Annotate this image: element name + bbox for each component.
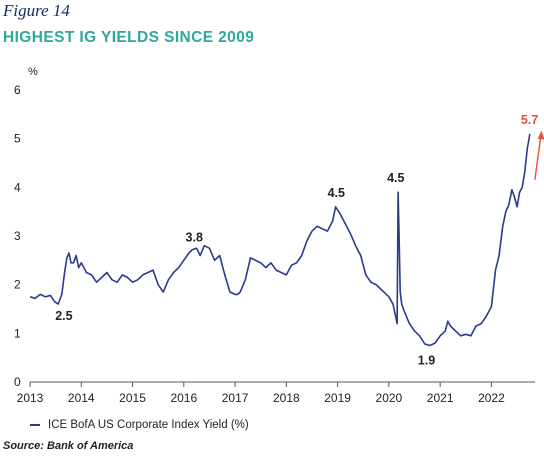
x-tick-label: 2014 bbox=[68, 391, 95, 405]
x-tick-label: 2015 bbox=[119, 391, 146, 405]
figure-label: Figure 14 bbox=[3, 1, 70, 20]
x-tick-label: 2020 bbox=[376, 391, 403, 405]
y-tick-label: 3 bbox=[14, 229, 21, 243]
series-group bbox=[29, 133, 531, 347]
x-tick-label: 2016 bbox=[170, 391, 197, 405]
y-tick-label: 4 bbox=[14, 180, 21, 194]
annotation-label: 2.5 bbox=[55, 309, 72, 323]
x-tick-label: 2018 bbox=[273, 391, 300, 405]
rising-arrow-shaft bbox=[534, 135, 542, 180]
chart-title: HIGHEST IG YIELDS SINCE 2009 bbox=[3, 29, 255, 46]
x-tick-label: 2022 bbox=[478, 391, 505, 405]
y-tick-label: 6 bbox=[14, 83, 21, 97]
rising-arrow-icon bbox=[537, 130, 544, 140]
y-tick-label: 1 bbox=[14, 326, 21, 340]
x-tick-label: 2013 bbox=[17, 391, 44, 405]
y-tick-label: 2 bbox=[14, 278, 21, 292]
series-line bbox=[29, 133, 531, 347]
line-chart: % 0 1 2 3 4 5 6 2013 2014 2015 2016 2017 2018 2019 202… bbox=[14, 66, 544, 405]
y-axis: % 0 1 2 3 4 5 6 bbox=[14, 66, 38, 389]
annotation-label: 4.5 bbox=[387, 171, 404, 185]
annotation-label: 4.5 bbox=[328, 186, 345, 200]
source-note: Source: Bank of America bbox=[3, 440, 134, 452]
x-tick-label: 2021 bbox=[427, 391, 454, 405]
y-tick-label: 0 bbox=[14, 375, 21, 389]
x-tick-label: 2019 bbox=[324, 391, 351, 405]
x-tick-label: 2017 bbox=[222, 391, 249, 405]
legend: ICE BofA US Corporate Index Yield (%) bbox=[30, 419, 249, 431]
annotation-label: 3.8 bbox=[186, 231, 203, 245]
annotations: 2.5 3.8 4.5 4.5 1.9 5.7 bbox=[55, 113, 544, 368]
annotation-label: 1.9 bbox=[418, 354, 435, 368]
y-tick-label: 5 bbox=[14, 132, 21, 146]
legend-label: ICE BofA US Corporate Index Yield (%) bbox=[48, 419, 249, 431]
y-axis-unit-label: % bbox=[28, 66, 38, 78]
x-axis: 2013 2014 2015 2016 2017 2018 2019 2020 2021 2022 bbox=[17, 381, 535, 405]
legend-swatch bbox=[30, 424, 40, 426]
annotation-label-latest: 5.7 bbox=[521, 113, 538, 127]
